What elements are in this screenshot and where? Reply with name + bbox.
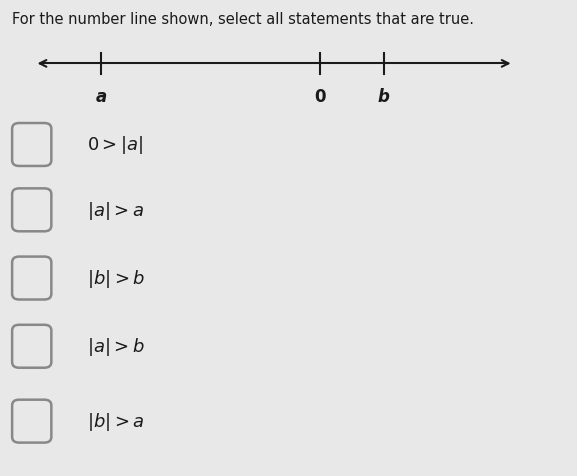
- Text: $0 >|a|$: $0 >|a|$: [87, 134, 143, 156]
- Text: For the number line shown, select all statements that are true.: For the number line shown, select all st…: [12, 12, 474, 27]
- Text: $|b|> a$: $|b|> a$: [87, 410, 144, 432]
- Text: $|a|> b$: $|a|> b$: [87, 336, 144, 357]
- Text: 0: 0: [314, 88, 326, 106]
- Text: $|b|> b$: $|b|> b$: [87, 268, 145, 289]
- Text: b: b: [378, 88, 389, 106]
- Text: $|a|> a$: $|a|> a$: [87, 199, 144, 221]
- Text: a: a: [95, 88, 107, 106]
